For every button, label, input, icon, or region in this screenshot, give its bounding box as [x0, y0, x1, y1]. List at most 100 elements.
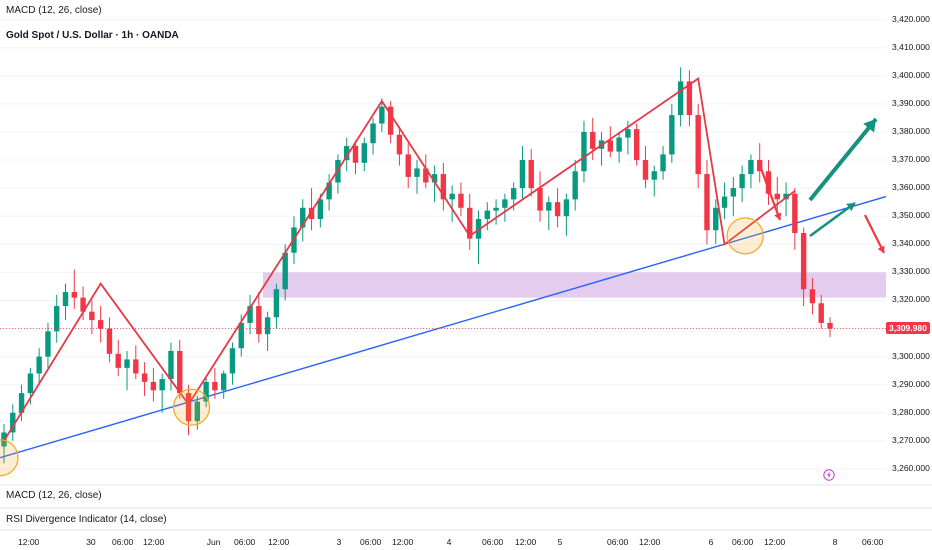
time-axis-label: 6: [708, 537, 714, 547]
macd-pane-label[interactable]: MACD (12, 26, close): [6, 490, 102, 501]
price-axis-label: 3,260.000: [892, 462, 930, 473]
price-axis-label: 3,390.000: [892, 97, 930, 108]
candle-body: [361, 143, 367, 163]
rsi-pane-label[interactable]: RSI Divergence Indicator (14, close): [6, 514, 167, 525]
candle-body: [387, 106, 394, 135]
time-axis-label: 12:00: [764, 537, 786, 547]
candle-body: [203, 381, 209, 402]
candle-body: [669, 115, 675, 155]
candle-body: [194, 401, 201, 422]
candle-body: [449, 193, 455, 200]
price-axis-label: 3,380.000: [892, 125, 930, 136]
candle-body: [748, 160, 754, 175]
support-zone: [263, 272, 886, 298]
candle-body: [141, 373, 148, 382]
up-arrow-small: [809, 201, 856, 238]
candle-body: [247, 306, 253, 323]
candle-body: [414, 168, 420, 177]
candle-body: [10, 412, 16, 433]
down-arrow-short-head: [774, 212, 782, 220]
highlight-circle: [726, 217, 764, 255]
candle-body: [89, 311, 95, 321]
candle-body: [625, 129, 631, 138]
down-arrow-head: [877, 245, 885, 253]
candle-body: [458, 193, 464, 208]
time-axis-label: 12:00: [515, 537, 537, 547]
candle-body: [106, 328, 113, 354]
candle-body: [686, 81, 693, 116]
up-arrow-small-head: [846, 203, 855, 212]
candle-body: [572, 171, 578, 200]
candle-body: [774, 193, 780, 200]
candle-body: [467, 207, 473, 239]
candle-body: [704, 174, 710, 231]
candle-body: [431, 174, 438, 183]
candle-body: [423, 168, 429, 183]
candle-body: [133, 359, 139, 374]
time-axis-label: 12:00: [268, 537, 290, 547]
price-axis-label: 3,340.000: [892, 238, 930, 249]
time-axis-label: 12:00: [392, 537, 414, 547]
up-arrow-large: [808, 117, 878, 202]
price-axis-label: 3,270.000: [892, 434, 930, 445]
candle-body: [528, 160, 534, 189]
candle-body: [62, 292, 69, 307]
candle-body: [71, 292, 77, 298]
price-axis-label: 3,280.000: [892, 406, 930, 417]
time-axis-label: 06:00: [482, 537, 504, 547]
candle-body: [300, 207, 306, 228]
candle-body: [695, 115, 701, 175]
indicator-header-label: MACD (12, 26, close): [6, 5, 102, 16]
candle-body: [721, 196, 728, 208]
candle-body: [554, 202, 561, 217]
candle-body: [220, 373, 227, 391]
candle-body: [159, 379, 165, 391]
candle-body: [344, 145, 350, 161]
candle-body: [519, 160, 526, 189]
candle-body: [730, 188, 737, 197]
candle-body: [651, 171, 657, 180]
candle-body: [326, 182, 332, 200]
candle-body: [282, 252, 288, 290]
highlight-circle: [0, 439, 19, 477]
candle-body: [642, 160, 649, 180]
candle-body: [537, 188, 543, 211]
candle-body: [317, 199, 324, 220]
lightning-icon[interactable]: [823, 468, 835, 486]
price-axis-label: 3,360.000: [892, 182, 930, 193]
candle-body: [229, 348, 236, 374]
time-axis-label: 3: [336, 537, 342, 547]
candle-body: [150, 381, 157, 391]
candle-body: [765, 171, 772, 194]
current-price-badge: 3,309.980: [886, 321, 930, 334]
candle-body: [502, 199, 508, 208]
time-axis-label: 12:00: [143, 537, 165, 547]
candle-body: [800, 233, 807, 290]
candle-body: [809, 289, 816, 304]
candle-body: [590, 131, 596, 149]
candle-body: [713, 207, 719, 231]
candle-body: [633, 129, 640, 161]
symbol-title: Gold Spot / U.S. Dollar · 1h · OANDA: [6, 30, 179, 41]
candle-body: [54, 306, 60, 332]
candle-body: [212, 381, 218, 391]
down-arrow-short: [756, 159, 782, 221]
candle-body: [546, 202, 552, 211]
time-axis-label: 06:00: [360, 537, 382, 547]
trendline: [0, 195, 887, 459]
price-axis-label: 3,420.000: [892, 13, 930, 24]
time-axis-label: 4: [446, 537, 452, 547]
candle-body: [256, 306, 262, 335]
time-axis-label: 06:00: [862, 537, 884, 547]
zigzag-line: [3, 77, 796, 442]
candle-body: [238, 322, 244, 349]
price-axis-label: 3,320.000: [892, 294, 930, 305]
price-axis-label: 3,370.000: [892, 154, 930, 165]
candle-body: [80, 297, 86, 312]
highlight-circle: [172, 388, 211, 426]
candle-body: [616, 137, 622, 152]
time-axis-label: Jun: [206, 537, 221, 547]
candle-body: [739, 174, 745, 189]
time-axis-label: 12:00: [639, 537, 661, 547]
